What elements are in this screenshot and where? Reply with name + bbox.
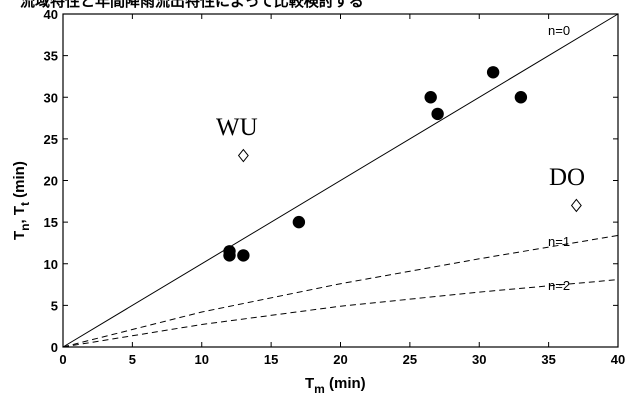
y-tick-label: 0 — [51, 340, 58, 355]
line-n-eq-1 — [62, 234, 619, 348]
data-point — [223, 249, 236, 262]
line-label: n=1 — [548, 234, 570, 249]
x-tick-label: 35 — [541, 352, 555, 367]
line-n-eq-2 — [62, 279, 619, 348]
group-label-wu: WU — [216, 114, 258, 141]
x-tick-label: 10 — [195, 352, 209, 367]
y-tick-label: 35 — [44, 49, 58, 64]
y-axis-label: Tn, Tt (min) — [11, 161, 32, 240]
axis-ticks: 0 5 10 15 20 25 30 35 40 0 5 10 15 20 25 30 35 40 — [44, 7, 626, 367]
x-tick-label: 15 — [264, 352, 278, 367]
data-point — [514, 91, 528, 104]
y-tick-label: 30 — [44, 90, 58, 105]
group-label-do: DO — [549, 164, 585, 191]
data-point — [292, 215, 306, 229]
line-label: n=0 — [548, 23, 570, 38]
data-point — [431, 107, 444, 121]
diamond-point — [237, 148, 249, 163]
y-tick-label: 5 — [51, 298, 58, 313]
line-n-eq-0 — [62, 13, 619, 348]
y-tick-label: 40 — [44, 7, 58, 22]
x-tick-label: 0 — [59, 352, 66, 367]
x-axis-label: Tm (min) — [305, 375, 366, 396]
x-tick-label: 30 — [472, 352, 486, 367]
y-tick-label: 25 — [44, 132, 58, 147]
line-label: n=2 — [548, 278, 570, 293]
x-tick-label: 20 — [333, 352, 347, 367]
data-points — [223, 66, 582, 262]
data-point — [424, 91, 437, 104]
data-point — [237, 249, 250, 262]
chart-labels: n=0 n=1 n=2 WU DO — [216, 23, 585, 293]
y-tick-label: 15 — [44, 215, 58, 230]
cropped-header-text: 流域特性と年間降雨流出特性によって比較検討する — [20, 0, 364, 10]
data-point — [486, 66, 500, 79]
y-tick-label: 10 — [44, 257, 58, 272]
diamond-point — [570, 198, 582, 213]
x-tick-label: 5 — [129, 352, 136, 367]
x-tick-label: 25 — [403, 352, 417, 367]
model-lines — [62, 13, 619, 348]
y-tick-label: 20 — [44, 174, 58, 189]
x-tick-label: 40 — [611, 352, 625, 367]
